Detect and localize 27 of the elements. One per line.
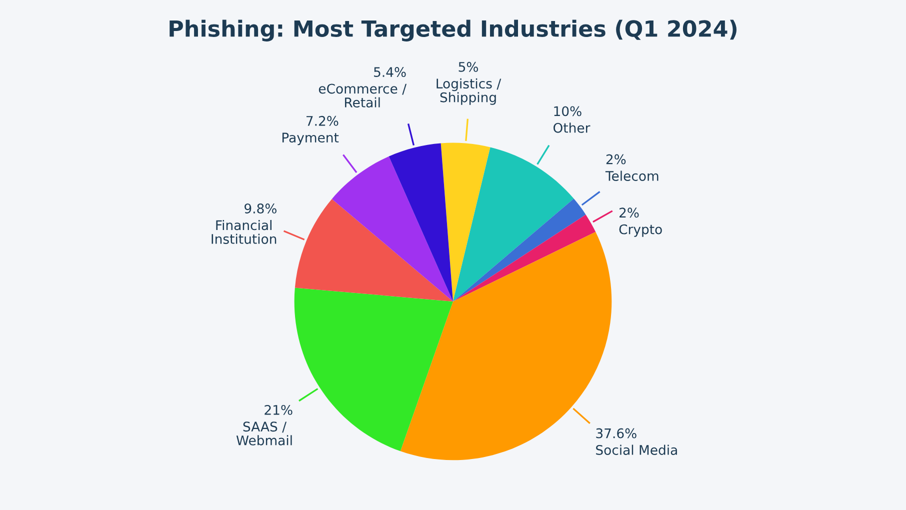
chart-title: Phishing: Most Targeted Industries (Q1 2024) — [170, 20, 736, 42]
slice-label: SAAS / Webmail — [236, 422, 292, 446]
data-label: 5.4% — [374, 67, 406, 78]
data-label: 37.6% — [596, 428, 636, 438]
data-label: 2% — [620, 208, 639, 218]
slice-label: Social Media — [596, 444, 677, 455]
slice-label: Other — [554, 122, 590, 133]
pie-slice — [453, 214, 596, 302]
data-label: 2% — [606, 154, 626, 164]
pie-slice — [332, 156, 453, 302]
pie-slice — [453, 147, 574, 302]
slice-label: eCommerce / Retail — [318, 84, 407, 108]
slice-label: Financial Institution — [212, 220, 276, 244]
slice-label: Telecom — [605, 170, 658, 181]
data-label: 10% — [554, 106, 582, 116]
pie-slice — [453, 198, 586, 302]
pie-slice — [294, 288, 453, 452]
pie-slice — [294, 198, 453, 302]
data-label: 9.8% — [244, 204, 276, 214]
data-label: 7.2% — [306, 116, 338, 126]
pie-slice — [388, 143, 453, 302]
slice-label: Payment — [282, 132, 339, 146]
data-label: 5% — [458, 62, 478, 72]
pie-slice — [440, 142, 490, 302]
slice-label: Logistics / Shipping — [436, 78, 502, 105]
data-label: 21% — [264, 404, 292, 415]
slice-label: Crypto — [619, 224, 662, 237]
